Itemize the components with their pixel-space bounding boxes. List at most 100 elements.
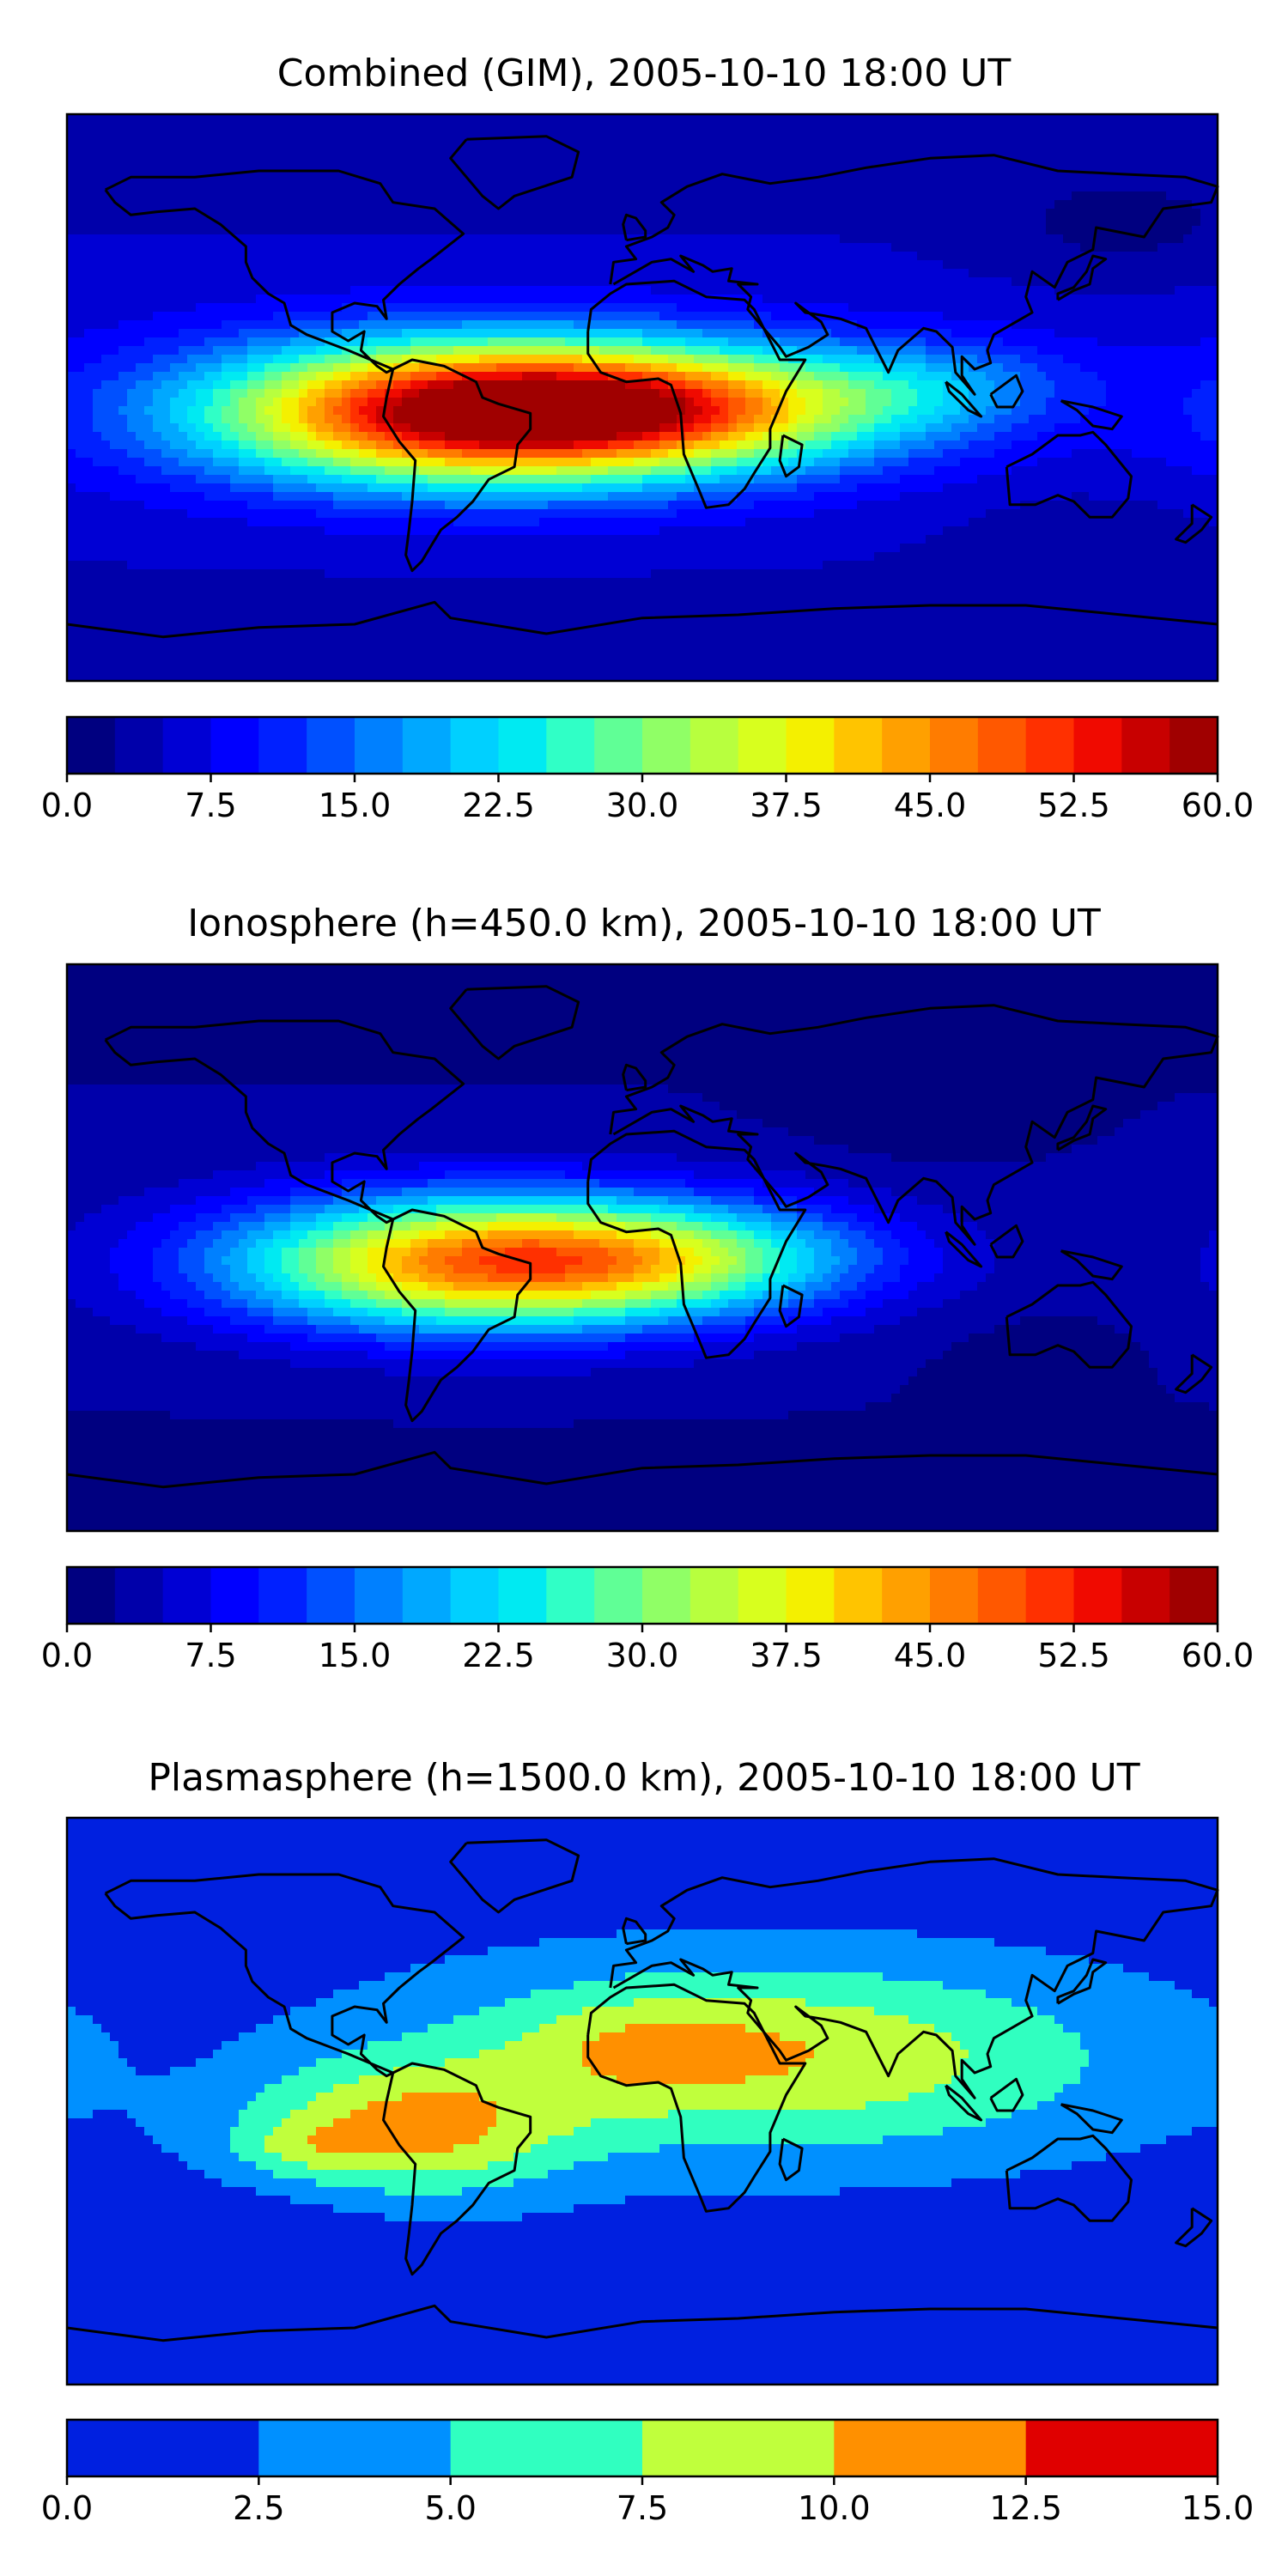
- field-cell: [488, 243, 497, 252]
- field-cell: [823, 149, 832, 158]
- field-cell: [402, 166, 411, 175]
- field-cell: [548, 346, 557, 355]
- field-cell: [376, 191, 386, 201]
- field-cell: [282, 140, 291, 149]
- field-cell: [840, 269, 849, 278]
- field-cell: [179, 183, 188, 192]
- field-cell: [247, 389, 257, 398]
- field-cell: [316, 286, 325, 295]
- field-cell: [144, 303, 154, 313]
- field-cell: [110, 329, 119, 338]
- field-cell: [771, 243, 781, 252]
- field-cell: [582, 140, 592, 149]
- field-cell: [917, 415, 927, 424]
- field-cell: [762, 346, 772, 355]
- field-cell: [651, 200, 660, 210]
- field-cell: [969, 346, 978, 355]
- field-cell: [840, 174, 849, 184]
- field-cell: [608, 243, 617, 252]
- field-cell: [428, 166, 437, 175]
- field-cell: [900, 234, 909, 244]
- field-cell: [1072, 415, 1081, 424]
- field-cell: [917, 337, 927, 347]
- field-cell: [531, 337, 540, 347]
- field-cell: [814, 329, 823, 338]
- field-cell: [264, 398, 274, 407]
- field-cell: [239, 277, 248, 287]
- field-cell: [642, 209, 652, 218]
- field-cell: [1175, 140, 1184, 149]
- field-cell: [204, 312, 214, 321]
- field-cell: [582, 191, 592, 201]
- field-cell: [239, 226, 248, 235]
- field-cell: [951, 269, 961, 278]
- field-cell: [934, 243, 944, 252]
- field-cell: [539, 363, 549, 373]
- field-cell: [677, 303, 686, 313]
- field-cell: [222, 260, 231, 270]
- field-cell: [556, 346, 566, 355]
- field-cell: [136, 174, 145, 184]
- field-cell: [805, 269, 815, 278]
- field-cell: [1003, 269, 1012, 278]
- field-cell: [170, 380, 179, 390]
- field-cell: [857, 423, 866, 433]
- field-cell: [333, 234, 343, 244]
- field-cell: [136, 380, 145, 390]
- field-cell: [76, 183, 85, 192]
- field-cell: [1192, 131, 1201, 141]
- field-cell: [118, 277, 128, 287]
- field-cell: [410, 277, 420, 287]
- field-cell: [556, 363, 566, 373]
- field-cell: [917, 286, 927, 295]
- field-cell: [316, 389, 325, 398]
- field-cell: [513, 260, 523, 270]
- field-cell: [350, 114, 360, 124]
- field-cell: [659, 312, 669, 321]
- field-cell: [230, 432, 240, 441]
- field-cell: [565, 346, 574, 355]
- field-cell: [1175, 372, 1184, 381]
- field-cell: [170, 295, 179, 304]
- field-cell: [522, 252, 532, 261]
- field-cell: [359, 243, 368, 252]
- field-cell: [866, 363, 875, 373]
- field-cell: [359, 191, 368, 201]
- field-cell: [264, 252, 274, 261]
- field-cell: [1149, 398, 1158, 407]
- field-cell: [874, 234, 884, 244]
- field-cell: [1080, 149, 1090, 158]
- field-cell: [720, 372, 729, 381]
- field-cell: [1072, 346, 1081, 355]
- field-cell: [256, 423, 265, 433]
- field-cell: [136, 372, 145, 381]
- field-cell: [136, 363, 145, 373]
- field-cell: [496, 174, 506, 184]
- field-cell: [934, 406, 944, 416]
- field-cell: [1029, 226, 1038, 235]
- field-cell: [1200, 355, 1210, 364]
- field-cell: [565, 114, 574, 124]
- field-cell: [797, 243, 806, 252]
- field-cell: [599, 380, 609, 390]
- field-cell: [179, 234, 188, 244]
- field-cell: [1140, 149, 1150, 158]
- field-cell: [436, 269, 446, 278]
- field-cell: [1166, 217, 1176, 227]
- field-cell: [737, 406, 746, 416]
- field-cell: [608, 312, 617, 321]
- field-cell: [917, 406, 927, 416]
- field-cell: [307, 131, 317, 141]
- field-cell: [1054, 234, 1064, 244]
- field-cell: [711, 131, 720, 141]
- field-cell: [599, 234, 609, 244]
- field-cell: [1063, 234, 1072, 244]
- field-cell: [711, 380, 720, 390]
- field-cell: [170, 432, 179, 441]
- field-cell: [428, 303, 437, 313]
- field-cell: [290, 234, 300, 244]
- field-cell: [282, 389, 291, 398]
- field-cell: [256, 312, 265, 321]
- field-cell: [333, 191, 343, 201]
- field-cell: [110, 346, 119, 355]
